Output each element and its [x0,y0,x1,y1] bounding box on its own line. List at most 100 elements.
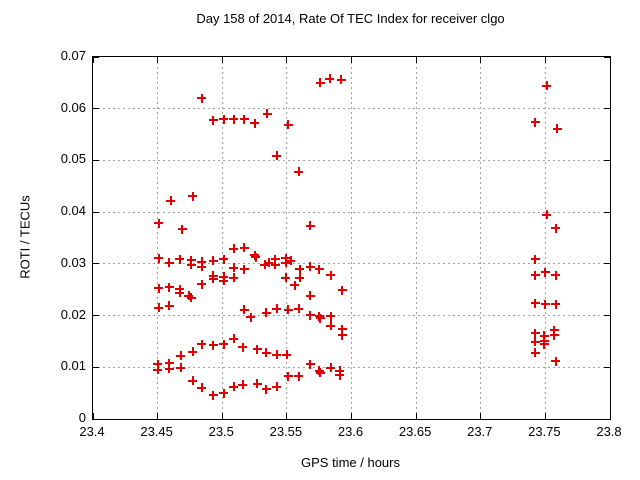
data-point-marker [197,262,207,272]
data-point-marker [552,124,562,134]
data-point-marker [272,304,282,314]
y-tick-label: 0 [78,410,86,425]
horizontal-gridline [93,108,610,110]
horizontal-gridline [93,366,610,368]
vertical-gridline [544,57,546,419]
vertical-gridline [415,57,417,419]
data-point-marker [262,109,272,119]
data-point-marker [326,270,336,280]
data-point-marker [295,273,305,283]
x-tick-label: 23.5 [208,424,234,439]
data-point-marker [186,293,196,303]
data-point-marker [530,348,540,358]
horizontal-gridline [93,263,610,265]
data-point-marker [188,191,198,201]
data-point-marker [530,328,540,338]
data-point-marker [337,324,347,334]
data-point-marker [261,308,271,318]
data-point-marker [176,363,186,373]
data-point-marker [219,388,229,398]
data-point-marker [540,299,550,309]
data-point-marker [229,273,239,283]
data-point-marker [326,321,336,331]
y-tick-mark-right [604,315,610,317]
data-point-marker [154,303,164,313]
data-point-marker [549,325,559,335]
data-point-marker [326,363,336,373]
data-point-marker [250,250,260,260]
y-tick-mark-left [93,366,99,368]
data-point-marker [197,279,207,289]
y-tick-mark-left [93,263,99,265]
data-point-marker [208,390,218,400]
vertical-gridline [157,57,159,419]
y-tick-mark-right [604,418,610,420]
data-point-marker [208,256,218,266]
x-tick-mark-top [221,57,223,63]
data-point-marker [164,301,174,311]
data-point-marker [239,264,249,274]
x-tick-mark-bottom [286,413,288,419]
vertical-gridline [286,57,288,419]
data-point-marker [326,311,336,321]
data-point-marker [272,382,282,392]
y-tick-mark-right [604,366,610,368]
data-point-marker [270,254,280,264]
chart-title: Day 158 of 2014, Rate Of TEC Index for r… [196,11,505,26]
data-point-marker [219,254,229,264]
data-point-marker [153,365,163,375]
data-point-marker [197,93,207,103]
x-tick-mark-top [480,57,482,63]
x-tick-label: 23.4 [79,424,105,439]
data-point-marker [282,350,292,360]
data-point-marker [229,334,239,344]
data-point-marker [175,254,185,264]
data-point-marker [314,366,324,376]
horizontal-gridline [93,315,610,317]
y-tick-label: 0.04 [60,203,86,219]
data-point-marker [188,347,198,357]
data-point-marker [305,291,315,301]
x-tick-mark-top [415,57,417,63]
data-point-marker [281,273,291,283]
data-point-marker [294,371,303,381]
data-point-marker [264,258,274,268]
data-point-marker [246,312,256,322]
data-point-marker [186,260,196,270]
y-tick-mark-left [93,159,99,161]
data-point-marker [238,342,248,352]
x-tick-mark-top [157,57,159,63]
y-tick-mark-right [604,263,610,265]
y-tick-mark-left [93,418,99,420]
data-point-marker [252,379,262,389]
x-axis-title: GPS time / hours [301,455,400,470]
data-point-marker [208,340,218,350]
vertical-gridline [351,57,352,419]
x-tick-label: 23.75 [528,424,561,439]
y-tick-label: 0.07 [60,48,86,63]
data-point-marker [336,75,346,85]
data-point-marker [290,280,300,290]
data-point-marker [551,270,561,280]
data-point-marker [530,117,540,127]
data-point-marker [219,276,229,286]
x-tick-mark-bottom [415,413,417,419]
data-point-marker [551,223,561,233]
data-point-marker [176,351,186,361]
y-tick-mark-right [604,159,610,161]
data-point-marker [260,260,270,270]
y-tick-mark-left [93,211,99,213]
data-point-marker [197,383,207,393]
data-point-marker [261,348,271,358]
data-point-marker [175,288,185,298]
data-point-marker [315,368,325,378]
data-point-marker [530,298,540,308]
data-point-marker [270,260,280,270]
data-point-marker [549,330,559,340]
y-tick-mark-right [604,56,610,58]
data-point-marker [337,330,347,340]
x-tick-label: 23.6 [337,424,364,439]
y-tick-label: 0.01 [60,358,86,374]
data-point-marker [154,218,164,228]
